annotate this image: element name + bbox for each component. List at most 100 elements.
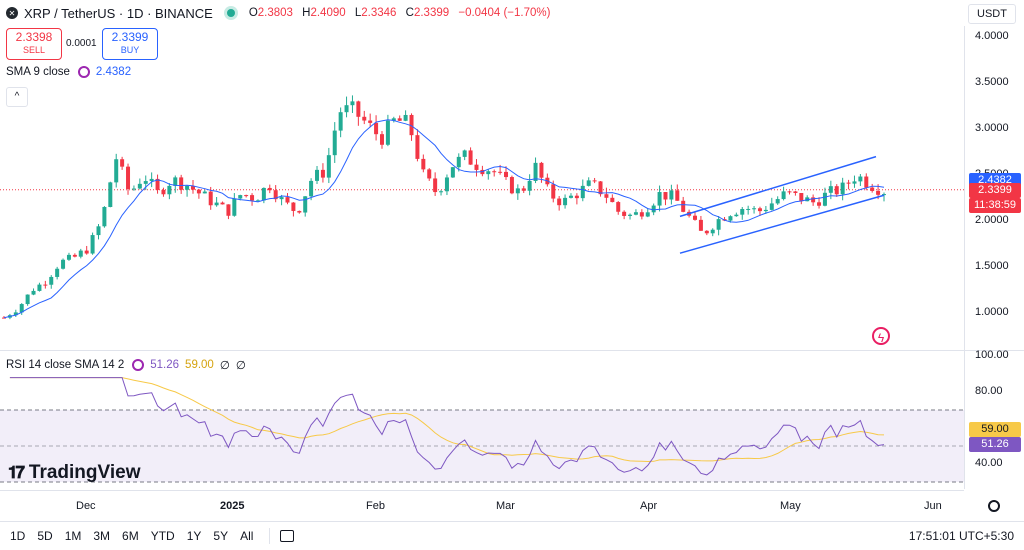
time-tick-label: 2025 bbox=[220, 500, 245, 512]
channel-upper-line bbox=[679, 155, 877, 218]
candle-body bbox=[19, 304, 24, 313]
candle-body bbox=[775, 199, 780, 204]
sma-legend[interactable]: SMA 9 close 2.4382 bbox=[6, 66, 132, 78]
candle-body bbox=[320, 169, 325, 178]
timeframe-ytd[interactable]: YTD bbox=[150, 529, 175, 543]
candle-body bbox=[66, 254, 71, 260]
candle-body bbox=[196, 189, 201, 194]
xrp-logo-icon: ✕ bbox=[6, 7, 18, 19]
candle-body bbox=[563, 197, 568, 206]
rsi-legend[interactable]: RSI 14 close SMA 14 2 51.26 59.00 ∅ ∅ bbox=[6, 359, 246, 372]
candle-body bbox=[568, 195, 573, 198]
candle-body bbox=[675, 190, 680, 201]
candle-body bbox=[385, 120, 390, 145]
candle-body bbox=[799, 192, 804, 202]
rsi-tick-label: 40.00 bbox=[975, 457, 1003, 469]
candle-body bbox=[155, 178, 160, 190]
flash-icon[interactable]: ϟ bbox=[872, 327, 890, 345]
candle-body bbox=[309, 180, 314, 197]
candle-body bbox=[344, 105, 349, 113]
candle-body bbox=[651, 205, 656, 213]
candle-body bbox=[250, 195, 255, 201]
candle-body bbox=[834, 186, 839, 195]
candle-body bbox=[78, 250, 83, 257]
candle-body bbox=[574, 195, 579, 199]
rsi-chart[interactable] bbox=[0, 351, 964, 489]
timeframe-1m[interactable]: 1M bbox=[64, 529, 82, 543]
time-tick-label: Jun bbox=[924, 500, 942, 512]
candle-body bbox=[356, 101, 361, 117]
sma-line bbox=[3, 119, 885, 319]
candle-body bbox=[143, 181, 148, 184]
timeframe-6m[interactable]: 6M bbox=[122, 529, 139, 543]
chart-header: ✕ XRP / TetherUS · 1D · BINANCE O2.3803 … bbox=[0, 0, 960, 26]
candle-body bbox=[90, 235, 95, 254]
ohlc-values: O2.3803 H2.4090 L2.3346 C2.3399 −0.0404 … bbox=[248, 7, 551, 19]
candle-body bbox=[102, 206, 107, 227]
candle-body bbox=[840, 182, 845, 195]
candle-body bbox=[190, 186, 195, 190]
price-chart[interactable] bbox=[0, 26, 964, 350]
candle-body bbox=[509, 177, 514, 194]
candle-body bbox=[515, 188, 520, 194]
time-axis[interactable]: Dec 2025 Feb Mar Apr May Jun bbox=[0, 490, 964, 521]
symbol-title[interactable]: XRP / TetherUS · 1D · BINANCE bbox=[24, 5, 213, 21]
candle-body bbox=[379, 134, 384, 145]
rsi-line bbox=[9, 377, 885, 476]
rsi-tick-label: 100.00 bbox=[975, 349, 1009, 361]
candle-body bbox=[657, 192, 662, 206]
candle-body bbox=[332, 130, 337, 156]
timeframe-1d[interactable]: 1D bbox=[10, 529, 26, 543]
sell-button[interactable]: 2.3398 SELL bbox=[6, 28, 62, 60]
timeframe-list: 1D 5D 1M 3M 6M YTD 1Y 5Y All bbox=[0, 529, 255, 543]
price-axis[interactable]: 4.00003.50003.00002.50002.00001.50001.00… bbox=[964, 26, 1024, 350]
settings-gear-icon[interactable] bbox=[77, 66, 90, 78]
candle-body bbox=[291, 202, 296, 211]
candle-body bbox=[279, 197, 284, 200]
candle-body bbox=[368, 120, 373, 123]
candle-body bbox=[362, 116, 367, 121]
rsi-axis[interactable]: 100.00 80.00 40.00 59.00 51.26 bbox=[964, 349, 1024, 489]
candle-body bbox=[462, 150, 467, 157]
timeframe-3m[interactable]: 3M bbox=[93, 529, 111, 543]
candle-body bbox=[43, 284, 48, 286]
candle-body bbox=[734, 214, 739, 217]
candle-body bbox=[746, 208, 751, 210]
candle-body bbox=[261, 187, 266, 201]
price-tick-label: 3.0000 bbox=[975, 122, 1009, 134]
currency-button[interactable]: USDT bbox=[968, 4, 1016, 24]
rsi-value-tag: 51.26 bbox=[969, 436, 1021, 452]
candle-body bbox=[752, 208, 757, 210]
candle-body bbox=[421, 158, 426, 170]
candle-body bbox=[586, 180, 591, 186]
candle-body bbox=[255, 200, 260, 202]
calendar-range-icon[interactable] bbox=[280, 530, 295, 542]
candle-body bbox=[740, 208, 745, 215]
collapse-chevron-icon[interactable]: ^ bbox=[6, 87, 28, 107]
buy-button[interactable]: 2.3399 BUY bbox=[102, 28, 158, 60]
price-tick-label: 1.5000 bbox=[975, 260, 1009, 272]
candle-body bbox=[639, 212, 644, 217]
settings-gear-icon[interactable] bbox=[132, 359, 145, 371]
pane-divider[interactable] bbox=[0, 350, 1024, 351]
timeframe-5d[interactable]: 5D bbox=[37, 529, 53, 543]
settings-icon[interactable] bbox=[988, 500, 1000, 512]
candle-body bbox=[622, 211, 627, 216]
candle-body bbox=[96, 226, 101, 236]
timeframe-1y[interactable]: 1Y bbox=[186, 529, 202, 543]
candle-body bbox=[108, 182, 113, 207]
timeframe-all[interactable]: All bbox=[240, 529, 254, 543]
candle-body bbox=[781, 191, 786, 200]
candle-body bbox=[704, 230, 709, 234]
candle-body bbox=[244, 195, 249, 197]
candle-body bbox=[173, 177, 178, 186]
candle-body bbox=[474, 164, 479, 170]
candle-body bbox=[149, 178, 154, 182]
candle-body bbox=[167, 185, 172, 195]
tradingview-logo[interactable]: 𝟏𝟕 TradingView bbox=[8, 462, 141, 483]
candle-body bbox=[645, 212, 650, 217]
timeframe-5y[interactable]: 5Y bbox=[213, 529, 229, 543]
time-tick-label: Feb bbox=[366, 500, 385, 512]
clock[interactable]: 17:51:01 UTC+5:30 bbox=[908, 529, 1014, 543]
candle-body bbox=[297, 210, 302, 213]
